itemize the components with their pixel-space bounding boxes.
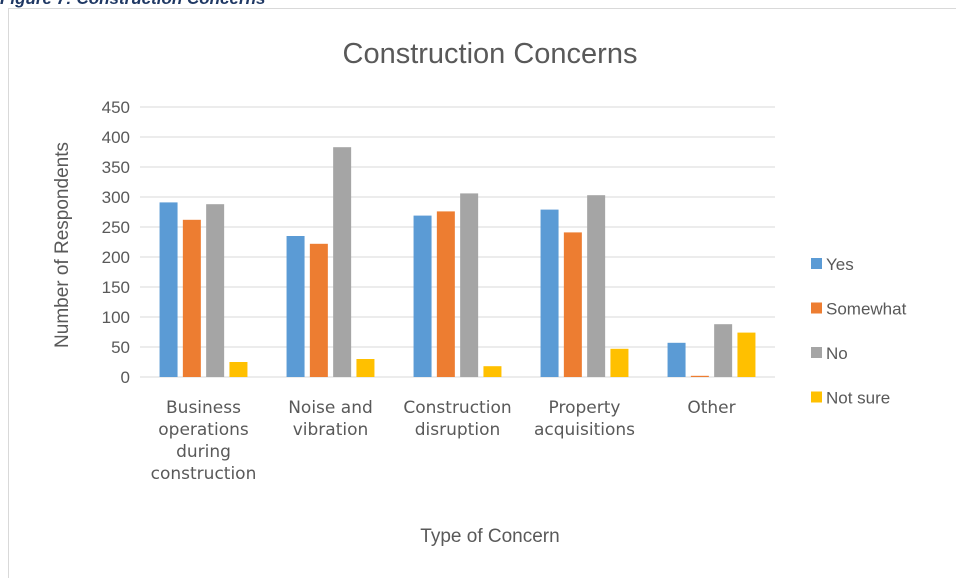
y-tick-label: 100 xyxy=(102,308,130,327)
bar xyxy=(737,332,756,377)
bar xyxy=(206,204,225,377)
bar xyxy=(690,375,709,377)
y-tick-label: 50 xyxy=(111,338,130,357)
y-axis-title: Number of Respondents xyxy=(52,142,73,348)
x-tick-label: Business operations during construction xyxy=(150,398,257,484)
bar xyxy=(356,359,375,377)
bar xyxy=(714,324,733,377)
x-tick-label: Property acquisitions xyxy=(533,398,636,440)
y-tick-label: 450 xyxy=(102,98,130,117)
x-tick-label-box: Construction disruption xyxy=(403,398,512,440)
y-tick-label: 250 xyxy=(102,218,130,237)
legend-label: Yes xyxy=(826,255,854,274)
x-tick-label-box: Other xyxy=(687,398,736,418)
legend-swatch xyxy=(811,258,822,269)
y-tick-label: 150 xyxy=(102,278,130,297)
legend-swatch xyxy=(811,302,822,314)
bar xyxy=(667,342,686,377)
bar xyxy=(563,232,582,377)
bar xyxy=(587,195,606,377)
y-tick-label: 200 xyxy=(102,248,130,267)
bar xyxy=(436,211,455,377)
bar xyxy=(229,362,248,377)
bar xyxy=(610,348,629,377)
x-tick-label-box: Property acquisitions xyxy=(533,398,636,440)
bar xyxy=(460,193,479,377)
legend-label: Somewhat xyxy=(826,300,907,319)
x-tick-label: Other xyxy=(687,398,736,418)
bar xyxy=(540,209,559,377)
legend-swatch xyxy=(811,391,822,403)
caption: Figure 7: Construction Concerns xyxy=(0,0,265,8)
legend-swatch xyxy=(811,347,822,358)
bar xyxy=(182,219,201,377)
bar xyxy=(413,215,432,377)
x-tick-label-box: Business operations during construction xyxy=(150,398,257,484)
bar xyxy=(309,243,328,377)
bar xyxy=(483,366,502,377)
y-tick-label: 400 xyxy=(102,128,130,147)
bar xyxy=(333,147,352,377)
x-axis-title: Type of Concern xyxy=(420,526,559,547)
y-tick-label: 0 xyxy=(121,368,130,387)
y-tick-label: 350 xyxy=(102,158,130,177)
bar xyxy=(159,202,178,377)
x-tick-label: Noise and vibration xyxy=(288,398,373,440)
x-tick-label: Construction disruption xyxy=(403,398,512,440)
y-tick-label: 300 xyxy=(102,188,130,207)
chart-title: Construction Concerns xyxy=(343,38,638,70)
bar xyxy=(286,236,305,377)
legend-label: Not sure xyxy=(826,389,890,408)
legend-label: No xyxy=(826,344,848,363)
x-tick-label-box: Noise and vibration xyxy=(288,398,373,440)
